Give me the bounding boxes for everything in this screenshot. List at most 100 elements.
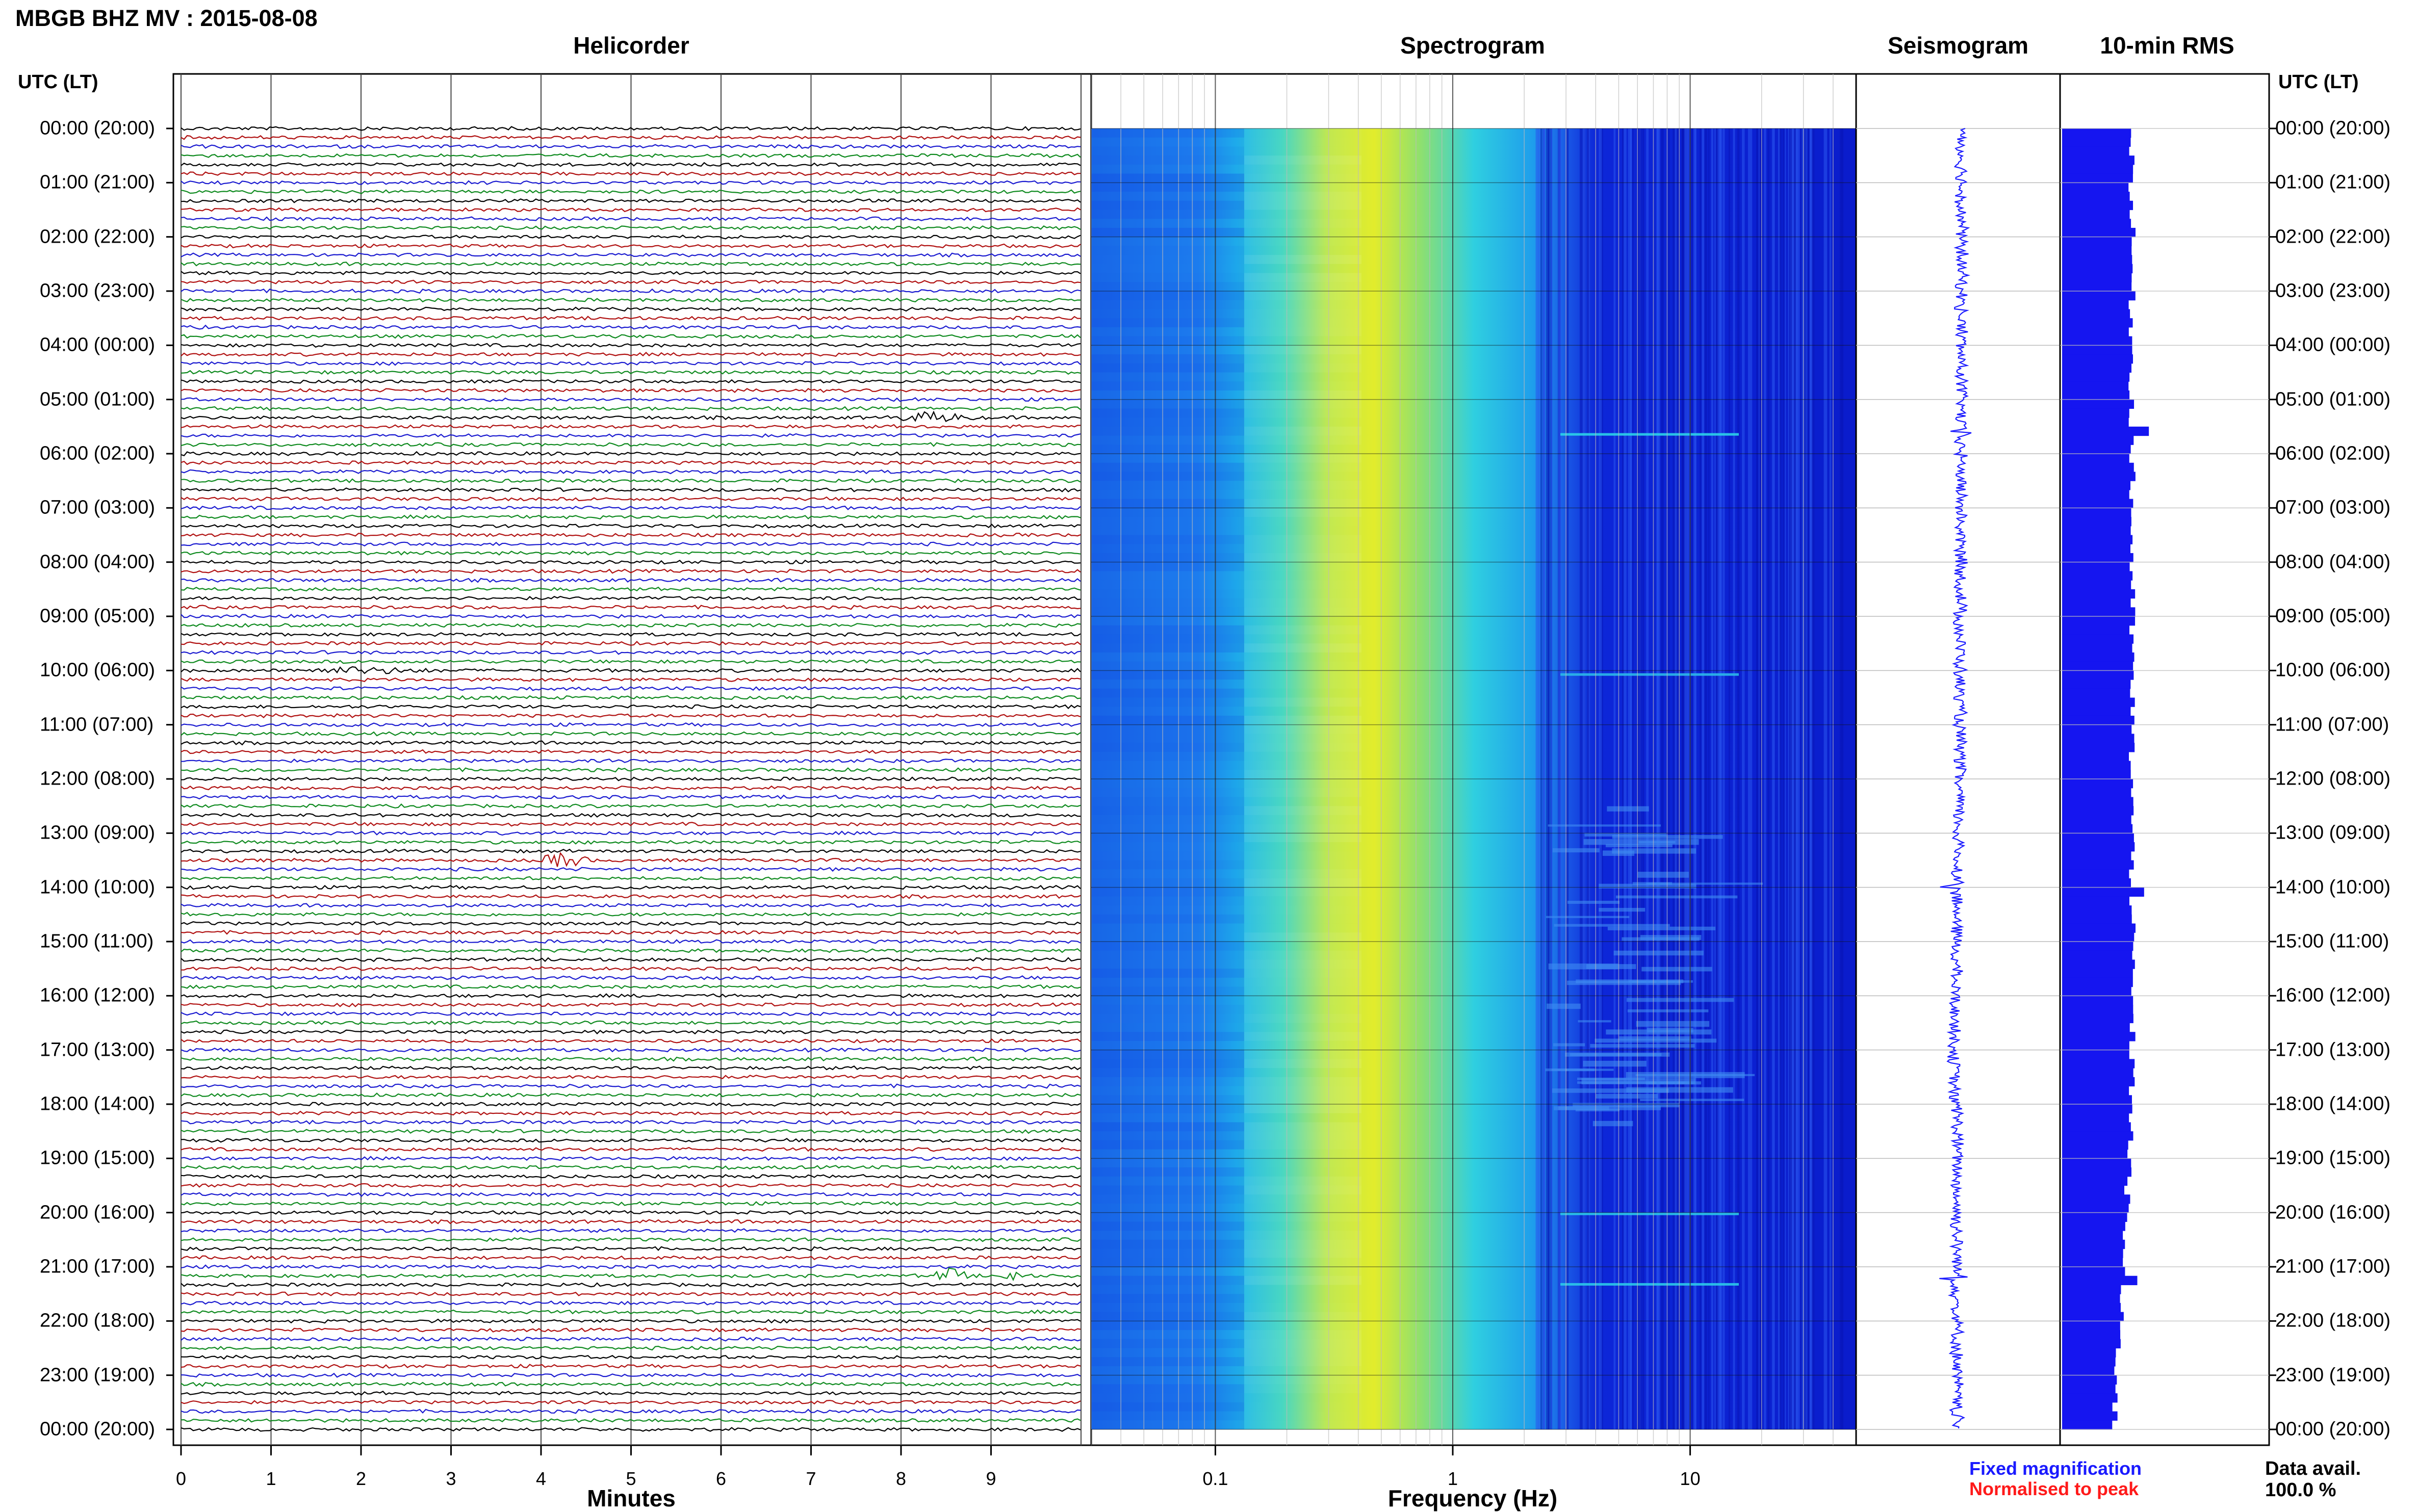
frequency-tick-label: 10 [1680, 1468, 1701, 1489]
spectrogram-band [1244, 697, 1361, 707]
spectrogram-band [1091, 860, 1244, 870]
helicorder-trace [181, 568, 1081, 574]
spectrogram-band [1091, 1420, 1244, 1429]
time-label-right: 04:00 (00:00) [2275, 334, 2391, 356]
spectrogram-band [1244, 1275, 1361, 1285]
seismogram-grid [1856, 128, 2060, 1430]
spectrogram-band [1091, 589, 1244, 598]
spectrogram-band [1091, 309, 1244, 319]
helicorder-trace [181, 1210, 1081, 1215]
helicorder-trace [181, 514, 1081, 520]
spectrogram-band [1244, 1023, 1361, 1032]
spectrogram-streak [1684, 128, 1687, 1429]
rms-bar [2062, 707, 2131, 716]
frequency-tick-label: 0.1 [1202, 1468, 1228, 1489]
spectrogram-band [1244, 932, 1361, 942]
spectrogram-band [1244, 707, 1361, 716]
spectrogram-streak [1756, 128, 1758, 1429]
legend-fixed-magnification: Fixed magnification [1969, 1458, 2142, 1479]
helicorder-trace [181, 460, 1081, 465]
spectrogram-band [1091, 210, 1244, 219]
helicorder-trace [181, 659, 1081, 664]
helicorder-trace [181, 234, 1081, 240]
spectrogram-band [1091, 1059, 1244, 1068]
spectrogram-band [1244, 1294, 1361, 1303]
spectrogram-band [1244, 1312, 1361, 1321]
spectrogram-band [1244, 237, 1361, 246]
spectrogram-blob [1577, 1077, 1645, 1080]
spectrogram-band [1244, 255, 1361, 264]
spectrogram-streak [1700, 128, 1702, 1429]
spectrogram-band [1244, 616, 1361, 625]
spectrogram-band [1091, 824, 1244, 833]
helicorder-trace [181, 1246, 1081, 1252]
time-label-right: 11:00 (07:00) [2275, 714, 2389, 736]
helicorder-trace [181, 1129, 1081, 1134]
spectrogram-blob [1646, 882, 1763, 885]
helicorder-trace [181, 641, 1081, 646]
spectrogram-blob [1548, 824, 1661, 827]
time-label-right: 21:00 (17:00) [2275, 1256, 2391, 1278]
helicorder-trace [181, 1119, 1081, 1125]
spectrogram-blob [1640, 935, 1702, 940]
helicorder-trace [181, 632, 1081, 637]
helicorder-trace [181, 469, 1081, 475]
spectrogram-band [1244, 363, 1361, 373]
spectrogram-band [1244, 1095, 1361, 1104]
helicorder-trace [181, 1237, 1081, 1242]
spectrogram-band [1244, 1258, 1361, 1267]
spectrogram-streak [1632, 128, 1634, 1429]
spectrogram-blob [1566, 980, 1681, 985]
helicorder-trace [181, 1309, 1081, 1315]
spectrogram-band [1091, 969, 1244, 978]
time-label-left: 15:00 (11:00) [40, 930, 154, 952]
spectrogram-band [1244, 715, 1361, 725]
helicorder-trace [181, 361, 1081, 366]
rms-bar [2062, 318, 2133, 328]
time-label-left: 08:00 (04:00) [40, 551, 156, 573]
spectrogram-band [1244, 1077, 1361, 1086]
spectrogram-band [1091, 734, 1244, 743]
spectrogram-streak [1798, 128, 1800, 1429]
helicorder-trace [181, 424, 1081, 429]
spectrogram-streak [1771, 128, 1775, 1429]
spectrogram-streak [1718, 128, 1721, 1429]
helicorder-trace [181, 379, 1081, 384]
helicorder-trace [181, 695, 1081, 700]
time-label-left: 06:00 (02:00) [40, 442, 156, 464]
spectrogram-band [1244, 950, 1361, 960]
spectrogram-streak [1823, 128, 1826, 1429]
spectrogram-band [1091, 1411, 1244, 1421]
rms-bar [2062, 977, 2133, 987]
rms-bar [2062, 1339, 2121, 1349]
spectrogram-streak [1682, 128, 1685, 1429]
spectrogram-band [1244, 969, 1361, 978]
spectrogram-blob [1586, 964, 1636, 969]
rms-bar [2062, 1104, 2132, 1114]
helicorder-trace [181, 478, 1081, 483]
spectrogram-band [1244, 959, 1361, 969]
helicorder-trace [181, 984, 1081, 989]
rms-bar [2062, 751, 2129, 762]
spectrogram-band [1244, 246, 1361, 255]
spectrogram-band [1091, 526, 1244, 535]
time-label-right: 22:00 (18:00) [2275, 1310, 2391, 1332]
rms-bar [2062, 1231, 2123, 1240]
spectrogram-band [1244, 354, 1361, 363]
spectrogram-band [1091, 318, 1244, 327]
minute-tick-label: 2 [355, 1468, 367, 1489]
helicorder-trace [181, 930, 1081, 935]
rms-bar [2062, 607, 2136, 617]
spectrogram-band [1244, 462, 1361, 472]
spectrogram-band [1244, 264, 1361, 273]
spectrogram-band [1091, 625, 1244, 635]
spectrogram-band [1244, 282, 1361, 291]
spectrogram-band [1091, 1167, 1244, 1177]
spectrogram-band [1244, 309, 1361, 319]
spectrogram-band [1091, 354, 1244, 363]
time-label-left: 17:00 (13:00) [40, 1039, 156, 1061]
rms-bar [2062, 571, 2133, 581]
spectrogram-band [1244, 896, 1361, 906]
spectrogram-band [1091, 923, 1244, 933]
spectrogram-band [1091, 553, 1244, 562]
